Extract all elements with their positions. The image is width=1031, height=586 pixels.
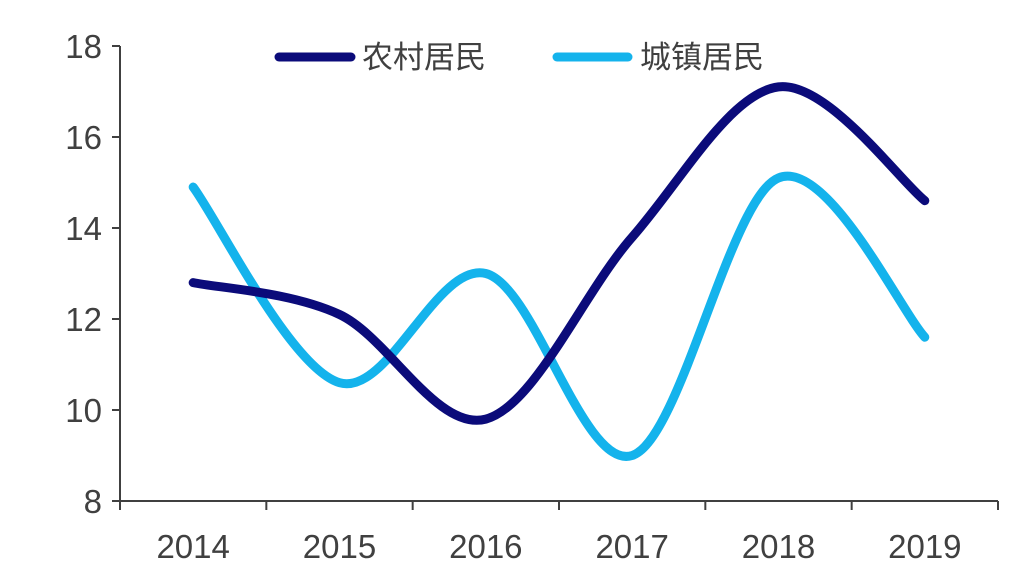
series-layer (188, 82, 930, 461)
x-tick-label: 2019 (888, 528, 961, 565)
legend-label: 农村居民 (362, 40, 486, 76)
x-tick-label: 2016 (449, 528, 522, 565)
legend: 农村居民 城镇居民 (274, 40, 764, 76)
legend-label: 城镇居民 (640, 40, 764, 76)
y-tick-label: 8 (84, 483, 102, 520)
y-tick-label: 12 (65, 301, 102, 338)
series-line-0 (188, 82, 930, 425)
y-axis: 8 10 12 14 16 18 (65, 28, 121, 520)
y-tick-label: 18 (65, 28, 102, 65)
legend-item-0: 农村居民 (274, 40, 486, 76)
x-tick-label: 2014 (156, 528, 229, 565)
y-tick-label: 10 (65, 392, 102, 429)
x-tick-label: 2015 (303, 528, 376, 565)
x-axis: 2014 2015 2016 2017 2018 2019 (119, 500, 999, 565)
series-line-1 (188, 171, 930, 461)
x-tick-label: 2018 (742, 528, 815, 565)
x-tick-label: 2017 (595, 528, 668, 565)
y-tick-label: 14 (65, 210, 102, 247)
y-tick-label: 16 (65, 119, 102, 156)
legend-item-1: 城镇居民 (552, 40, 764, 76)
